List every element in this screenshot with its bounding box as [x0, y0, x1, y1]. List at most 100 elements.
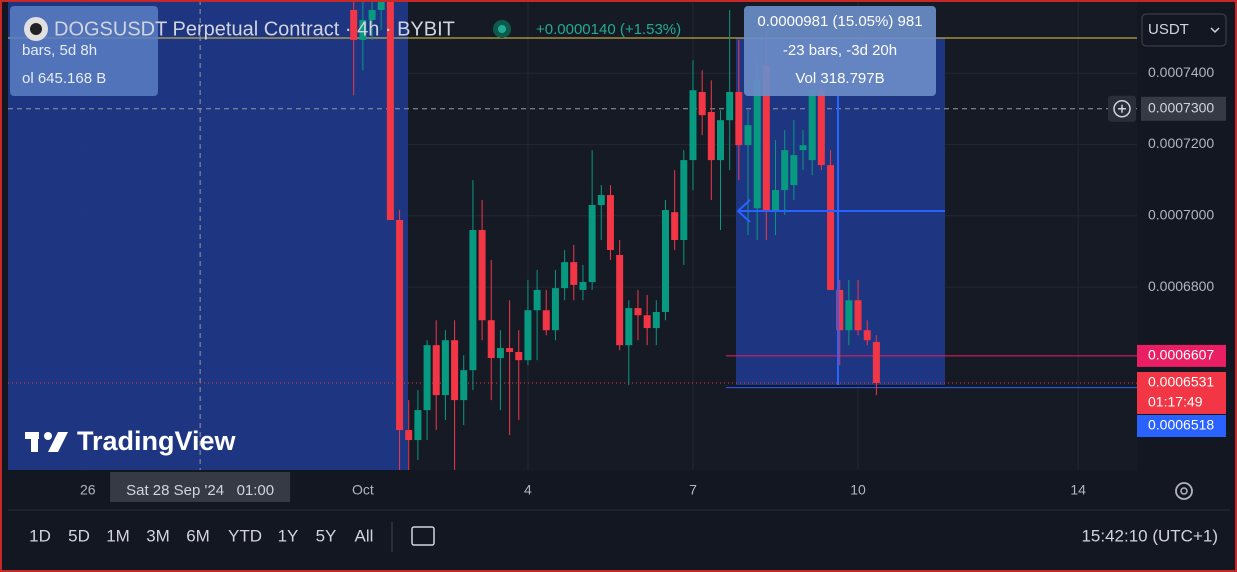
candle-body [772, 190, 780, 211]
settings-icon-inner [1180, 487, 1188, 495]
candle-body [533, 289, 541, 311]
price-tag-label: 0.0006531 [1148, 374, 1214, 390]
watermark: TradingView [77, 426, 237, 456]
candle-body [359, 19, 367, 40]
candle-body [616, 254, 624, 346]
countdown: 01:17:49 [1148, 394, 1203, 410]
candle-body [469, 230, 477, 371]
candles [350, 0, 880, 470]
price-tag [1137, 371, 1226, 414]
symbol-logo-inner [30, 23, 42, 35]
compare-icon[interactable] [411, 526, 435, 546]
candle-body [414, 410, 422, 441]
range-button[interactable]: 1D [29, 526, 51, 545]
candle-body [652, 312, 660, 329]
candle-body [368, 9, 376, 20]
range-button[interactable]: YTD [228, 526, 262, 545]
currency-label[interactable]: USDT [1148, 21, 1189, 38]
candle-body [836, 289, 844, 331]
range-button[interactable]: 1Y [278, 526, 299, 545]
range-button[interactable]: 6M [186, 526, 210, 545]
price-tag-label: 0.0006607 [1148, 347, 1214, 363]
toolbar: 1D 5D 1M 3M 6M YTD 1Y 5Y All [29, 526, 373, 545]
candle-body [762, 65, 770, 211]
x-tick-label: 26 [80, 482, 96, 498]
candle-body [441, 340, 449, 396]
range-button[interactable]: 5Y [316, 526, 337, 545]
price-tag-label: 0.0006518 [1148, 417, 1214, 433]
range-button[interactable]: 5D [68, 526, 90, 545]
range-button[interactable]: 1M [106, 526, 130, 545]
candle-body [606, 195, 614, 250]
axes: 0.0006800 0.0007000 0.0007200 0.0007400 26 Oc… [80, 64, 1226, 502]
candle-body [717, 120, 725, 161]
candle-body [487, 320, 495, 359]
y-tick-label: 0.0007400 [1148, 64, 1214, 80]
settings-icon[interactable] [1175, 482, 1193, 500]
x-tick-label: 14 [1070, 482, 1086, 498]
candle-body [689, 90, 697, 161]
candle-body [579, 282, 587, 290]
candle-body [753, 80, 761, 209]
candle-body [863, 330, 871, 341]
candle-body [597, 195, 605, 206]
range-button[interactable]: All [355, 526, 374, 545]
candle-body [845, 300, 853, 331]
price-tag [1137, 344, 1226, 367]
candle-body [423, 345, 431, 411]
candle-body [643, 315, 651, 329]
candle-body [790, 155, 798, 186]
candle-body [625, 308, 633, 346]
tv-logo [44, 432, 52, 440]
x-tick-label: 4 [524, 482, 532, 498]
candle-body [460, 370, 468, 401]
candle-body [680, 160, 688, 240]
candle-body [350, 9, 358, 40]
candle-body [432, 345, 440, 396]
candle-body [872, 341, 880, 383]
candle-body [707, 111, 715, 161]
candle-body [542, 310, 550, 331]
add-alert-icon [1113, 100, 1131, 118]
y-tick-label: 0.0006800 [1148, 278, 1214, 294]
measure-text: -23 bars, -3d 20h [783, 42, 897, 59]
candle-body [506, 348, 514, 352]
crosshair-y-box [1141, 96, 1226, 121]
measure-text: bars, 5d 8h [22, 42, 97, 59]
crosshair-x-label: Sat 28 Sep '24 01:00 [126, 482, 274, 499]
clock: 15:42:10 (UTC+1) [1081, 526, 1218, 545]
add-alert-icon [1118, 104, 1126, 113]
candle-body [781, 150, 789, 191]
x-tick-label: 7 [689, 482, 697, 498]
currency-select[interactable] [1141, 13, 1227, 47]
crosshair-x-box [110, 472, 291, 502]
candle-body [827, 165, 835, 290]
symbol-title: DOGSUSDT Perpetual Contract · 4h · BYBIT [54, 18, 455, 40]
candle-body [671, 212, 679, 240]
candle-body [588, 205, 596, 283]
price-lines [8, 0, 1137, 470]
candle-body [817, 90, 825, 166]
candle-body [799, 145, 807, 151]
x-tick-label: Oct [352, 482, 374, 498]
candle-body [551, 288, 559, 331]
x-tick-label: 10 [850, 482, 866, 498]
candle-body [735, 92, 743, 146]
range-button[interactable]: 3M [146, 526, 170, 545]
candle-body [661, 210, 669, 313]
candle-body [570, 262, 578, 285]
candle-body [377, 0, 385, 10]
candle-body [561, 262, 569, 289]
candle-body [496, 348, 504, 359]
candle-body [524, 310, 532, 361]
y-tick-label: 0.0007200 [1148, 135, 1214, 151]
candle-body [808, 90, 816, 161]
candle-body [396, 220, 404, 431]
y-tick-label: 0.0007000 [1148, 206, 1214, 222]
tv-logo [48, 432, 68, 452]
measure-text: 0.0000981 (15.05%) 981 [757, 13, 922, 30]
candle-body [744, 125, 752, 146]
